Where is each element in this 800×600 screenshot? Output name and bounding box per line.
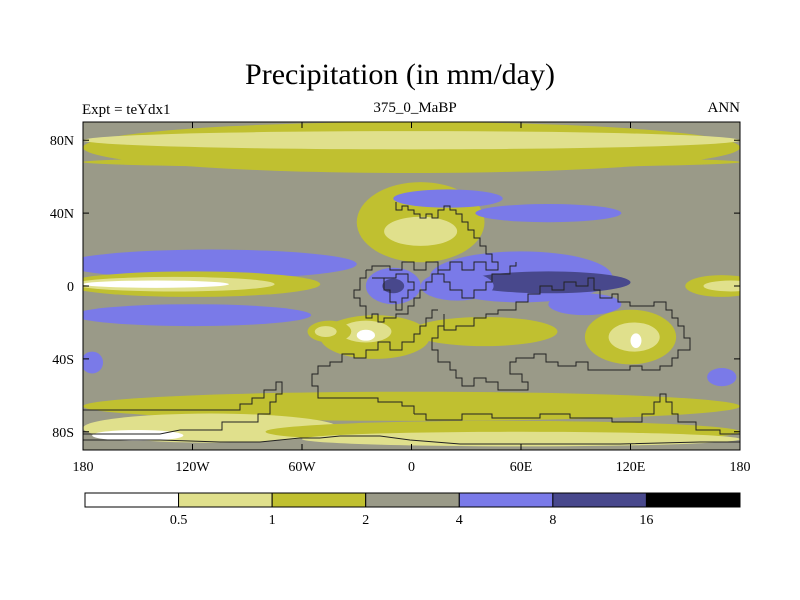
colorbar-swatch: [365, 492, 460, 508]
colorbar-level-label: 4: [456, 513, 463, 528]
y-tick-label: 40N: [50, 207, 74, 222]
region-arctic-light-band: [83, 131, 740, 150]
colorbar-swatch: [458, 492, 554, 508]
region-continent-north-desert: [384, 216, 458, 246]
region-south-east-wet: [707, 368, 737, 387]
x-tick-label: 180: [73, 460, 94, 475]
colorbar-swatch: [84, 492, 180, 508]
colorbar-level-label: 16: [639, 513, 653, 528]
region-asia-storm-track: [475, 204, 622, 223]
x-tick-label: 120E: [616, 460, 646, 475]
y-tick-label: 40S: [52, 353, 74, 368]
colorbar-swatch: [645, 492, 741, 508]
colorbar-level-label: 2: [362, 513, 369, 528]
region-pacific-driest: [83, 280, 229, 288]
region-southwest-very-dry: [314, 326, 337, 338]
colorbar-swatch: [552, 492, 647, 508]
x-tick-label: 60W: [288, 460, 316, 475]
region-east-continent-driest: [630, 333, 642, 348]
region-north-pacific-wet: [83, 249, 357, 279]
y-tick-label: 80S: [52, 426, 74, 441]
southern-coast: [83, 381, 283, 435]
colorbar-level-label: 1: [269, 513, 276, 528]
region-gulf-very-wet: [382, 278, 405, 294]
x-tick-label: 120W: [175, 460, 210, 475]
experiment-label: Expt = teYdx1: [82, 102, 171, 118]
period-label: 375_0_MaBP: [373, 100, 457, 116]
y-tick-label: 80N: [50, 134, 74, 149]
region-tethys-very-wet: [466, 271, 631, 294]
region-east-pacific-very-dry: [703, 280, 740, 292]
region-central-south-dry: [411, 316, 558, 347]
region-indian-wet: [548, 293, 622, 316]
continent-outline-gulf: [353, 270, 439, 323]
chart-title: Precipitation (in mm/day): [245, 58, 555, 91]
colorbar-level-label: 0.5: [170, 513, 188, 528]
continent-outline-interior: [372, 273, 415, 311]
region-south-pacific-wet: [83, 304, 312, 327]
colorbar-swatch: [271, 492, 367, 508]
x-tick-label: 60E: [510, 460, 533, 475]
region-south-polar-light: [302, 431, 740, 447]
continent-outline-east: [432, 262, 517, 299]
x-tick-label: 180: [730, 460, 751, 475]
continent-outline-southwest: [311, 309, 438, 414]
region-south-polar-driest: [92, 429, 184, 441]
y-tick-label: 0: [67, 280, 74, 295]
colorbar-swatch: [178, 492, 273, 508]
colorbar-level-label: 8: [549, 513, 556, 528]
region-south-continent-driest: [356, 329, 375, 341]
continent-outline-south-interior: [431, 277, 691, 391]
x-tick-label: 0: [408, 460, 415, 475]
continent-outline-north: [366, 202, 499, 271]
region-south-west-wet: [83, 351, 104, 374]
region-north-lat-band: [83, 156, 740, 168]
southern-coast-east: [414, 393, 740, 435]
region-north-storm-track: [393, 189, 503, 208]
region-tropic-wet-mid: [420, 271, 494, 301]
southern-polar-coast: [83, 435, 740, 445]
season-label: ANN: [707, 100, 741, 116]
